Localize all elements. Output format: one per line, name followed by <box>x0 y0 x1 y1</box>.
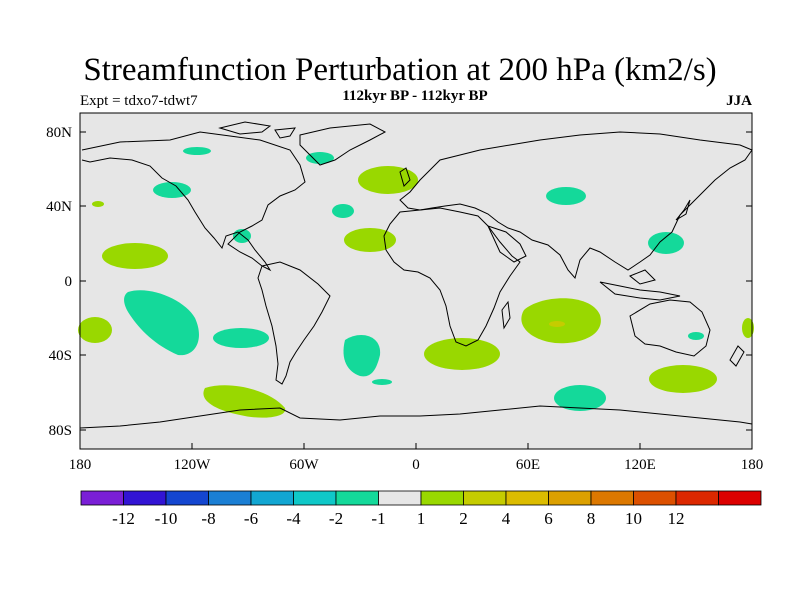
colorbar-swatch <box>633 490 677 506</box>
map-background <box>80 113 752 449</box>
colorbar-swatch <box>293 490 337 506</box>
colorbar-label: -4 <box>286 509 301 528</box>
colorbar-label: -12 <box>112 509 135 528</box>
coastline-greenland <box>299 123 387 166</box>
anomaly-region <box>648 232 684 254</box>
lat-label: 40N <box>46 199 72 215</box>
anomaly-region <box>344 228 396 252</box>
season-label: JJA <box>726 93 752 109</box>
coastline-maritime-continent <box>599 269 681 301</box>
colorbar-swatch <box>505 490 549 506</box>
lat-label: 80S <box>49 423 72 439</box>
coastline-new-zealand <box>729 345 745 367</box>
colorbar-swatch <box>80 490 124 506</box>
colorbar-swatch <box>548 490 592 506</box>
colorbar-swatch <box>165 490 209 506</box>
anomaly-region <box>742 318 754 338</box>
anomaly-region <box>124 290 199 356</box>
lon-label: 180 <box>741 457 764 473</box>
colorbar-label: 8 <box>587 509 596 528</box>
lat-label: 40S <box>49 348 72 364</box>
colorbar-label: 1 <box>417 509 426 528</box>
lon-label: 180 <box>69 457 92 473</box>
anomaly-region <box>649 365 717 393</box>
colorbar-swatch <box>718 490 762 506</box>
anomaly-region <box>153 182 191 198</box>
anomaly-region <box>78 317 112 343</box>
lon-label: 0 <box>412 457 420 473</box>
colorbar-swatch <box>590 490 634 506</box>
negative-anomaly-regions <box>124 147 704 411</box>
lon-label: 120W <box>174 457 212 473</box>
anomaly-region <box>92 201 104 207</box>
colorbar-label: -1 <box>371 509 385 528</box>
coastline-arctic-islands <box>218 121 296 139</box>
anomaly-region <box>306 152 334 164</box>
colorbar-label: -6 <box>244 509 258 528</box>
positive-anomaly-regions <box>78 166 754 418</box>
colorbar-swatch <box>675 490 719 506</box>
anomaly-region <box>424 338 500 370</box>
coastline-uk <box>399 167 411 187</box>
experiment-label: Expt = tdxo7-tdwt7 <box>80 93 198 109</box>
coastline-south-america <box>257 261 331 385</box>
lon-ticks <box>191 443 641 449</box>
coastline-madagascar <box>501 300 511 330</box>
anomaly-region <box>549 321 565 327</box>
anomaly-region <box>213 328 269 348</box>
anomaly-region <box>358 166 418 194</box>
lat-ticks <box>80 131 752 431</box>
colorbar-swatch <box>463 490 507 506</box>
colorbar-label: -2 <box>329 509 343 528</box>
colorbar-swatch <box>420 490 464 506</box>
colorbar-label: 10 <box>625 509 642 528</box>
colorbar-label: 6 <box>544 509 553 528</box>
colorbar-swatch <box>123 490 167 506</box>
coastline-antarctica <box>79 405 753 429</box>
lon-label: 60W <box>289 457 319 473</box>
coastline-arabia <box>487 225 527 263</box>
colorbar-label: 2 <box>459 509 468 528</box>
anomaly-region <box>332 204 354 218</box>
lat-label: 80N <box>46 125 72 141</box>
anomaly-region <box>546 187 586 205</box>
anomaly-region <box>203 385 286 418</box>
anomaly-region <box>372 379 392 385</box>
colorbar-swatch <box>378 490 422 506</box>
coastline-eurasia <box>399 131 753 280</box>
anomaly-region <box>688 332 704 340</box>
colorbar-label: 12 <box>668 509 685 528</box>
colorbar-label: 4 <box>502 509 511 528</box>
colorbar: -12 -10 -8 -6 -4 -2 -1 1 2 4 6 8 10 12 <box>80 490 762 528</box>
anomaly-region <box>521 298 601 344</box>
anomaly-region <box>343 335 381 377</box>
colorbar-label: -8 <box>201 509 215 528</box>
coastlines <box>79 121 753 429</box>
coastline-africa <box>383 207 521 347</box>
lat-label: 0 <box>65 274 73 290</box>
colorbar-swatch <box>335 490 379 506</box>
coastline-japan <box>675 199 691 221</box>
anomaly-region <box>102 243 168 269</box>
anomaly-region <box>183 147 211 155</box>
colorbar-swatch <box>250 490 294 506</box>
lon-label: 120E <box>624 457 656 473</box>
lon-label: 60E <box>516 457 540 473</box>
colorbar-swatch <box>208 490 252 506</box>
coastline-australia <box>629 299 711 357</box>
map-subtitle: 112kyr BP - 112kyr BP <box>342 88 488 104</box>
anomaly-region <box>554 385 606 411</box>
map-title: Streamfunction Perturbation at 200 hPa (… <box>83 52 717 88</box>
colorbar-label: -10 <box>155 509 178 528</box>
